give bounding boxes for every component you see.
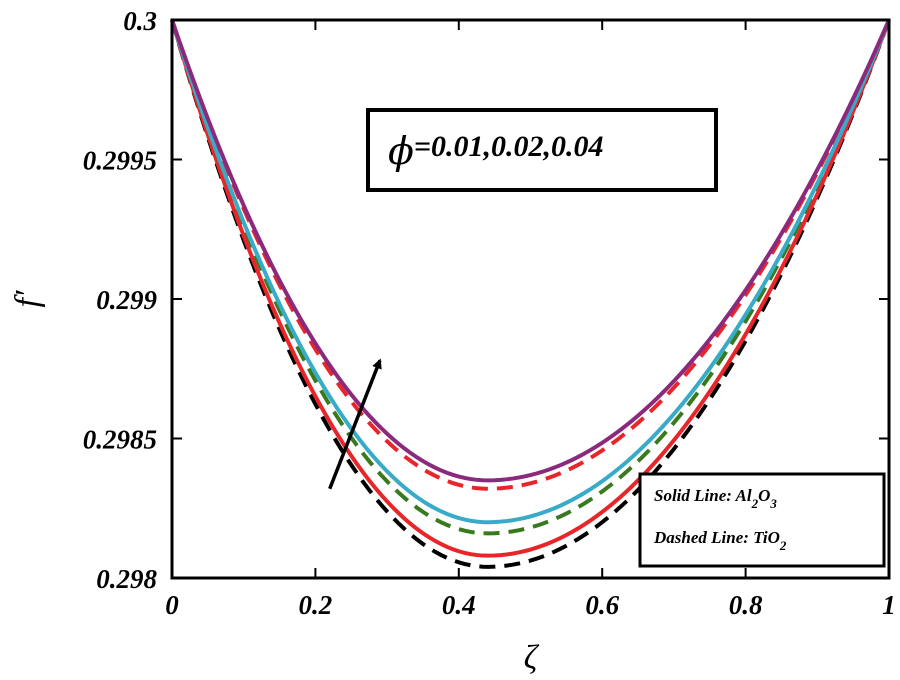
legend-solid-sub2: 3	[769, 496, 777, 511]
x-tick-label: 1	[882, 590, 896, 620]
phi-values: =0.01,0.02,0.04	[414, 130, 604, 163]
x-tick-label: 0.2	[299, 590, 333, 620]
x-tick-label: 0.8	[729, 590, 763, 620]
y-tick-label: 0.3	[123, 6, 157, 36]
y-tick-labels: 0.298 0.2985 0.299 0.2995 0.3	[83, 6, 158, 594]
legend-solid-entry: Solid Line: Al2O3	[654, 486, 777, 511]
x-tick-label: 0	[165, 590, 179, 620]
y-tick-label: 0.2995	[83, 146, 157, 176]
svg-text:ϕ=0.01,0.02,0.04: ϕ=0.01,0.02,0.04	[388, 129, 604, 173]
series-line-solid	[170, 19, 891, 558]
phi-annotation: ϕ=0.01,0.02,0.04	[366, 108, 718, 192]
legend-dashed-entry: Dashed Line: TiO2	[653, 528, 787, 553]
trend-arrow	[328, 358, 382, 490]
legend-solid-prefix: Solid Line: Al	[654, 486, 752, 505]
series-line-solid	[170, 19, 891, 525]
plot-frame	[170, 18, 891, 580]
phi-annotation-box	[366, 108, 718, 192]
series-line-solid	[170, 19, 891, 483]
legend-box	[638, 472, 886, 568]
x-tick-labels: 0 0.2 0.4 0.6 0.8 1	[165, 590, 896, 620]
x-tick-label: 0.4	[442, 590, 476, 620]
legend-dashed-sub: 2	[779, 538, 787, 553]
legend-solid-sub1: 2	[751, 496, 759, 511]
x-axis-label: ζ	[524, 639, 540, 676]
series-line-dashed	[170, 19, 891, 491]
y-tick-label: 0.298	[96, 564, 157, 594]
x-tick-label: 0.6	[585, 590, 619, 620]
y-tick-label: 0.299	[96, 285, 157, 315]
series-line-dashed	[170, 19, 891, 536]
y-tick-label: 0.2985	[83, 425, 157, 455]
phi-symbol: ϕ	[388, 129, 414, 173]
legend-solid-mid: O	[758, 486, 770, 505]
series-lines	[170, 19, 891, 569]
y-axis-label: f′	[9, 290, 46, 307]
legend: Solid Line: Al2O3 Dashed Line: TiO2	[638, 472, 886, 568]
series-line-dashed	[170, 19, 891, 569]
legend-dashed-prefix: Dashed Line: TiO	[653, 528, 780, 547]
